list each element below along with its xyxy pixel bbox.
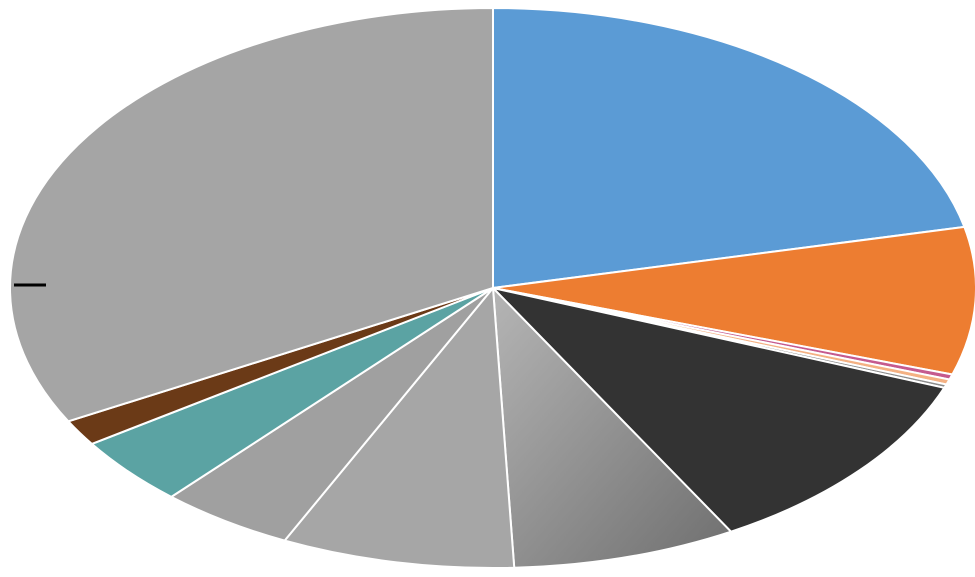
pie-slice-1 — [492, 6, 966, 290]
pie-slice-2 — [492, 225, 975, 376]
pie-slice-8 — [282, 285, 516, 569]
pie-slice-12 — [9, 6, 494, 423]
pie-slice-7 — [491, 285, 733, 569]
pie-slice-6 — [489, 286, 946, 533]
pie-slices — [9, 6, 975, 569]
